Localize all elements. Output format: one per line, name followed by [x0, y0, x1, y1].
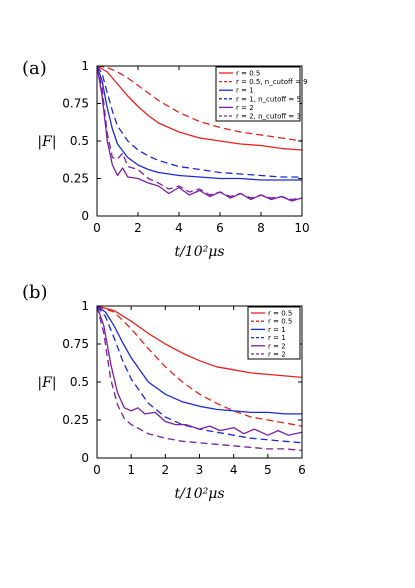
y-tick-label: 1: [81, 59, 89, 73]
series-line-3: [97, 306, 302, 415]
x-tick-label: 4: [175, 221, 183, 235]
series-line-4: [97, 66, 302, 178]
series-line-2: [97, 306, 302, 427]
x-tick-label: 0: [93, 463, 101, 477]
legend-label-1: r = 0.5: [236, 70, 260, 78]
x-tick-label: 10: [294, 221, 309, 235]
x-tick-label: 5: [264, 463, 272, 477]
y-tick-label: 0.75: [62, 97, 89, 111]
legend-label-4: r = 1, n_cutoff = 5: [236, 95, 301, 103]
x-tick-label: 6: [216, 221, 224, 235]
chart-panel-b: (b) 0 1 2 3 4 5 6 0 0.25 0.5 0.75 1 t/10²μs |F| r = 0.5…: [22, 282, 306, 502]
legend-label-2: r = 0.5, n_cutoff = 9: [236, 78, 308, 86]
x-tick-label: 2: [162, 463, 170, 477]
series-line-1: [97, 66, 302, 151]
series-line-3: [97, 66, 302, 181]
x-tick-label: 8: [257, 221, 265, 235]
series-group: [97, 66, 302, 202]
x-tick-label: 3: [196, 463, 204, 477]
legend: r = 0.5r = 0.5r = 1r = 1r = 2r = 2: [247, 306, 301, 360]
legend-box: [215, 66, 301, 122]
panel-label: (b): [22, 282, 48, 303]
x-tick-label: 4: [230, 463, 238, 477]
y-tick-label: 0.5: [70, 375, 89, 389]
y-tick-label: 0: [81, 209, 89, 223]
x-axis-label: t/10²μs: [174, 486, 224, 502]
y-axis-label: |F|: [37, 134, 56, 150]
series-line-5: [97, 306, 302, 436]
y-tick-label: 0.75: [62, 337, 89, 351]
legend-label-4: r = 1: [268, 334, 286, 342]
panel-label: (a): [22, 58, 47, 79]
legend-label-6: r = 2, n_cutoff = 3: [236, 113, 301, 121]
series-line-6: [97, 306, 302, 452]
legend-label-5: r = 2: [268, 342, 286, 350]
x-tick-label: 2: [134, 221, 142, 235]
y-tick-label: 0.25: [62, 413, 89, 427]
legend: r = 0.5r = 0.5, n_cutoff = 9r = 1r = 1, …: [215, 66, 308, 122]
legend-label-6: r = 2: [268, 351, 286, 359]
x-tick-label: 1: [127, 463, 135, 477]
legend-box: [247, 306, 301, 360]
legend-label-5: r = 2: [236, 104, 254, 112]
x-tick-label: 6: [298, 463, 306, 477]
series-group: [97, 306, 302, 452]
y-tick-label: 0.5: [70, 134, 89, 148]
series-line-1: [97, 306, 302, 379]
chart-panel-a: (a) 0 2 4 6 8 10 0 0.25 0.5 0.75 1 t/10²μs |F| r = 0.5…: [22, 58, 310, 260]
legend-label-3: r = 1: [268, 326, 286, 334]
y-tick-label: 0: [81, 451, 89, 465]
x-tick-label: 0: [93, 221, 101, 235]
legend-label-3: r = 1: [236, 87, 254, 95]
y-axis-label: |F|: [37, 375, 56, 391]
legend-label-1: r = 0.5: [268, 310, 292, 318]
y-tick-label: 1: [81, 299, 89, 313]
series-line-4: [97, 306, 302, 444]
series-line-2: [97, 66, 302, 142]
series-line-6: [97, 66, 302, 201]
y-tick-label: 0.25: [62, 172, 89, 186]
legend-label-2: r = 0.5: [268, 318, 292, 326]
x-axis-label: t/10²μs: [174, 244, 224, 260]
